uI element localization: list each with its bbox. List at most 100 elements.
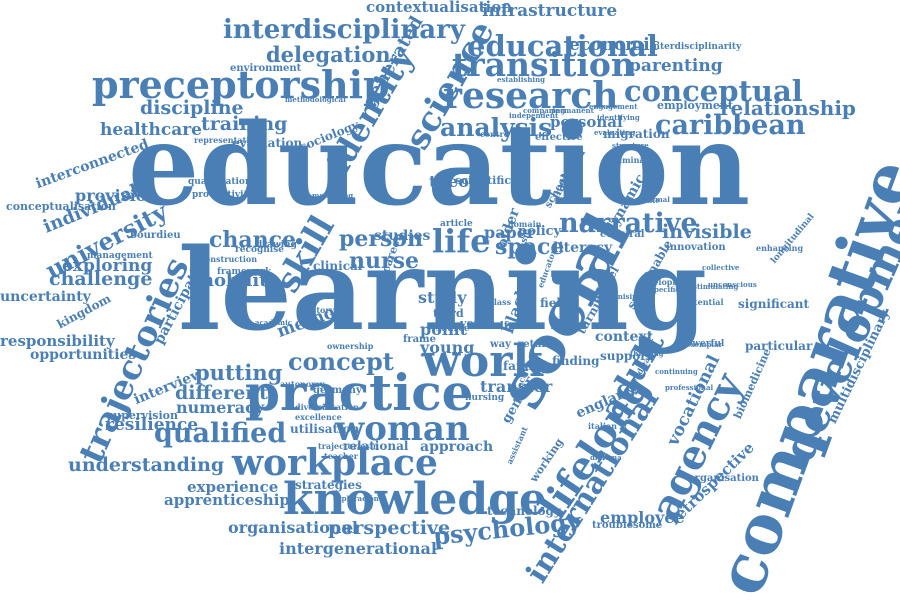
word-workplace: workplace: [232, 442, 438, 484]
word-structure: structure: [612, 141, 649, 150]
word-bourdieu: bourdieu: [130, 230, 181, 241]
word-conceptual: conceptual: [624, 74, 803, 108]
word-potential: potential: [683, 297, 724, 307]
word-person: person: [339, 226, 424, 252]
word-longitudinal: longitudinal: [769, 211, 817, 266]
word-stimulating: stimulating: [693, 282, 739, 291]
word-resilience: resilience: [105, 415, 199, 435]
word-contextualisation: contextualisation: [366, 0, 513, 16]
word-particular: particular: [745, 339, 813, 353]
word-self: self: [488, 321, 509, 332]
word-class: class: [489, 297, 512, 307]
word-developing: developing: [638, 277, 687, 287]
word-personal: personal: [550, 113, 623, 131]
word-recognise: recognise: [235, 245, 284, 255]
word-narrative: narrative: [559, 208, 698, 239]
word-diversification: diversification: [295, 402, 359, 412]
word-italian: italian: [588, 421, 617, 431]
word-powerful: powerful: [680, 339, 725, 349]
word-employment: employment: [657, 99, 733, 112]
word-history: history: [303, 305, 335, 315]
word-caribbean: caribbean: [655, 110, 806, 141]
word-organisation: organisation: [688, 473, 759, 484]
word-autonomy: autonomy: [280, 379, 325, 389]
word-analysis: analysis: [440, 113, 553, 142]
word-continuing: continuing: [655, 367, 698, 376]
word-perspective: perspective: [328, 517, 451, 539]
word-enhancing: enhancing: [756, 243, 804, 253]
word-innovation: innovation: [666, 242, 726, 253]
word-preceptorship: preceptorship: [92, 62, 390, 107]
word-nursing: nursing: [465, 393, 505, 403]
word-experience: experience: [187, 478, 279, 496]
word-organisational: organisational: [228, 518, 358, 537]
word-paper: paper: [484, 223, 536, 242]
word-nurse: nurse: [349, 248, 419, 274]
word-establishing: establishing: [497, 75, 546, 84]
word-trajectoriesin: trajectoriesin: [318, 441, 379, 451]
word-healthcare: healthcare: [100, 120, 202, 140]
word-risk: risk: [386, 321, 404, 331]
word-construction: construction: [200, 254, 258, 264]
word-exploracion: exploración: [333, 494, 379, 503]
word-training: training: [201, 113, 288, 135]
word-opportunities: opportunities: [30, 347, 137, 363]
word-families: families: [503, 359, 557, 373]
word-clinical: clinical: [313, 259, 363, 273]
word-employee: employee: [600, 508, 685, 527]
word-engagement: engagement: [589, 102, 638, 111]
word-organising: organising: [600, 292, 643, 301]
word-study: study: [418, 288, 467, 307]
word-numeracy: numeracy: [176, 398, 265, 417]
word-significant: significant: [738, 297, 810, 311]
word-education: education: [128, 100, 751, 231]
word-management: management: [87, 251, 153, 261]
word-mentoring: mentoring: [312, 191, 354, 200]
word-woman: woman: [335, 409, 470, 449]
word-learning: learning: [178, 225, 708, 356]
word-cultural: cultural: [600, 229, 645, 240]
word-evaluating: evaluating: [594, 128, 636, 137]
word-teacher: teacher: [324, 451, 358, 461]
word-drawing: drawing: [256, 240, 297, 250]
word-youth: youth: [460, 317, 495, 330]
word-intergenerational: intergenerational: [279, 539, 437, 558]
word-thinking: thinking: [630, 349, 664, 358]
word-discipline: discipline: [140, 97, 244, 119]
word-context: context: [595, 329, 654, 345]
word-migration: migration: [603, 127, 670, 141]
word-return: return: [518, 339, 555, 350]
word-centre: centre: [480, 129, 509, 139]
word-exploring: exploring: [62, 256, 153, 276]
word-theory: theory: [429, 172, 487, 191]
word-challenge: challenge: [49, 268, 153, 290]
word-interdisciplinary: interdisciplinary: [223, 15, 465, 45]
word-literacy: literacy: [553, 240, 613, 256]
word-assistant: assistant: [504, 424, 530, 466]
word-knowledge: knowledge: [283, 474, 547, 525]
word-finding: finding: [552, 354, 600, 368]
word-infrastructure: infrastructure: [482, 1, 618, 21]
word-responsibility: responsibility: [0, 332, 115, 350]
word-point: point: [420, 320, 467, 339]
word-unconscious: unconscious: [708, 280, 757, 289]
word-support: support: [600, 349, 653, 363]
word-excellence: excellence: [295, 412, 342, 422]
word-specific: specific: [650, 285, 680, 294]
word-academic: academic: [255, 318, 293, 327]
word-aged: aged: [549, 317, 574, 327]
word-relational: relational: [343, 439, 409, 453]
word-transfer: transfer: [480, 377, 553, 396]
word-source: source: [436, 324, 470, 334]
word-transition: transition: [452, 45, 635, 84]
word-practice: practice: [245, 363, 474, 422]
word-utilisation: utilisation: [290, 422, 360, 436]
word-domain: domain: [508, 219, 542, 229]
word-delegation: delegation: [266, 42, 391, 67]
word-work: work: [422, 336, 543, 387]
word-concept: concept: [288, 347, 394, 376]
word-ownership: ownership: [327, 341, 374, 351]
word-article: article: [440, 219, 473, 229]
word-apprenticeship: apprenticeship: [164, 491, 290, 509]
